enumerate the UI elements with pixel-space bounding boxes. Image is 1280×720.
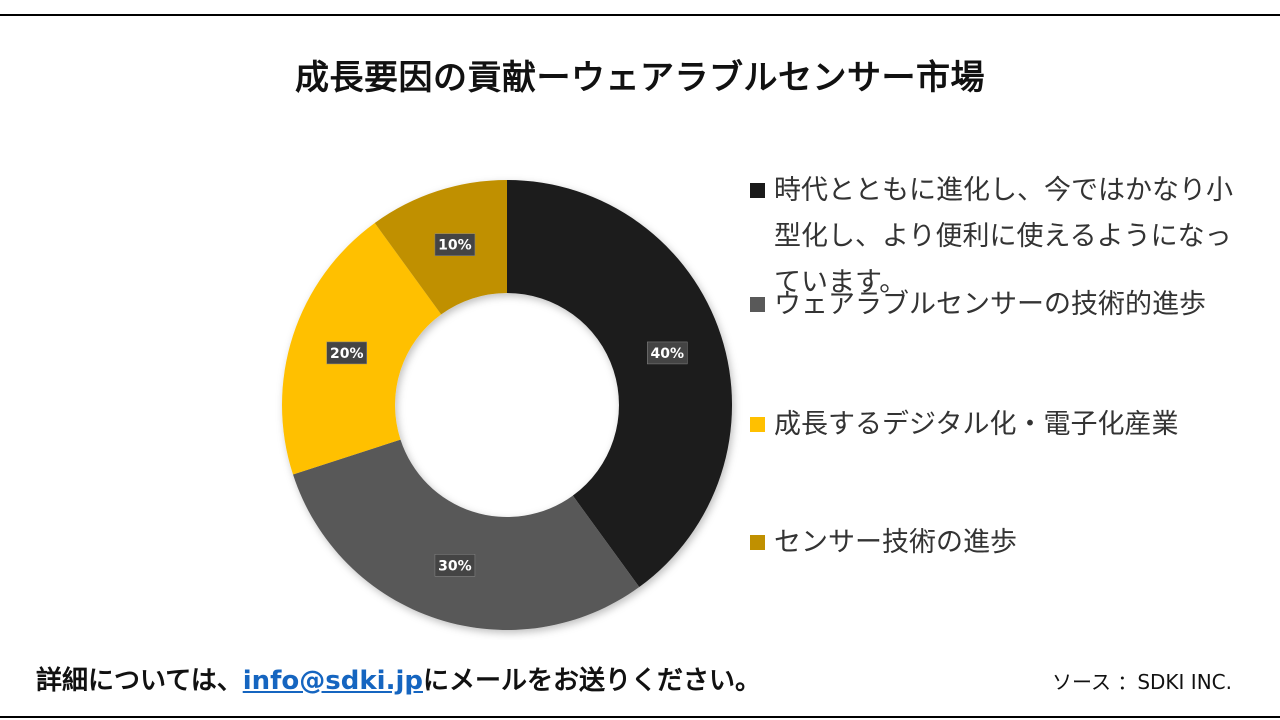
- data-label-text: 10%: [438, 238, 472, 254]
- slice-1: [507, 180, 732, 588]
- email-link[interactable]: info@sdki.jp: [242, 666, 423, 696]
- data-label-box: [326, 341, 367, 365]
- slice-2: [293, 439, 640, 630]
- legend-item-sensor-tech: センサー技術の進歩: [750, 520, 1240, 566]
- donut-chart: 40% 30% 20% 10%: [282, 180, 732, 630]
- legend-swatch: [750, 535, 765, 550]
- source-note: ソース ：SDKI INC.: [1051, 670, 1232, 694]
- data-label-1: 40%: [647, 341, 688, 365]
- legend-label: 成長するデジタル化・電子化産業: [774, 409, 1179, 440]
- footer-prefix: 詳細については、: [36, 666, 243, 696]
- chart-title: 成長要因の貢献ーウェアラブルセンサー市場: [295, 58, 985, 98]
- footer-suffix: にメールをお送りください。: [423, 666, 762, 696]
- legend-swatch: [750, 417, 765, 432]
- legend-swatch: [750, 183, 765, 198]
- legend-label: センサー技術の進歩: [774, 527, 1017, 558]
- data-label-text: 30%: [438, 558, 472, 574]
- data-label-4: 10%: [434, 233, 476, 256]
- legend-label: 時代とともに進化し、今ではかなり小型化し、より便利に使えるようになっています。: [774, 175, 1233, 298]
- legend-item-miniaturization: 時代とともに進化し、今ではかなり小型化し、より便利に使えるようになっています。: [750, 168, 1240, 306]
- data-label-box: [647, 341, 688, 365]
- footer-contact: 詳細については、info@sdki.jpにメールをお送りください。: [36, 660, 761, 697]
- legend-item-digitalization: 成長するデジタル化・電子化産業: [750, 402, 1240, 448]
- legend-swatch: [750, 297, 765, 312]
- data-label-text: 40%: [650, 346, 684, 362]
- legend-item-tech-advance: ウェアラブルセンサーの技術的進歩: [750, 282, 1240, 328]
- bottom-border: [0, 716, 1280, 718]
- data-label-box: [434, 554, 476, 577]
- data-label-box: [434, 233, 476, 256]
- legend-label: ウェアラブルセンサーの技術的進歩: [774, 289, 1206, 320]
- data-label-2: 30%: [434, 554, 476, 577]
- data-label-text: 20%: [330, 346, 364, 362]
- data-label-3: 20%: [326, 341, 367, 365]
- top-border: [0, 14, 1280, 16]
